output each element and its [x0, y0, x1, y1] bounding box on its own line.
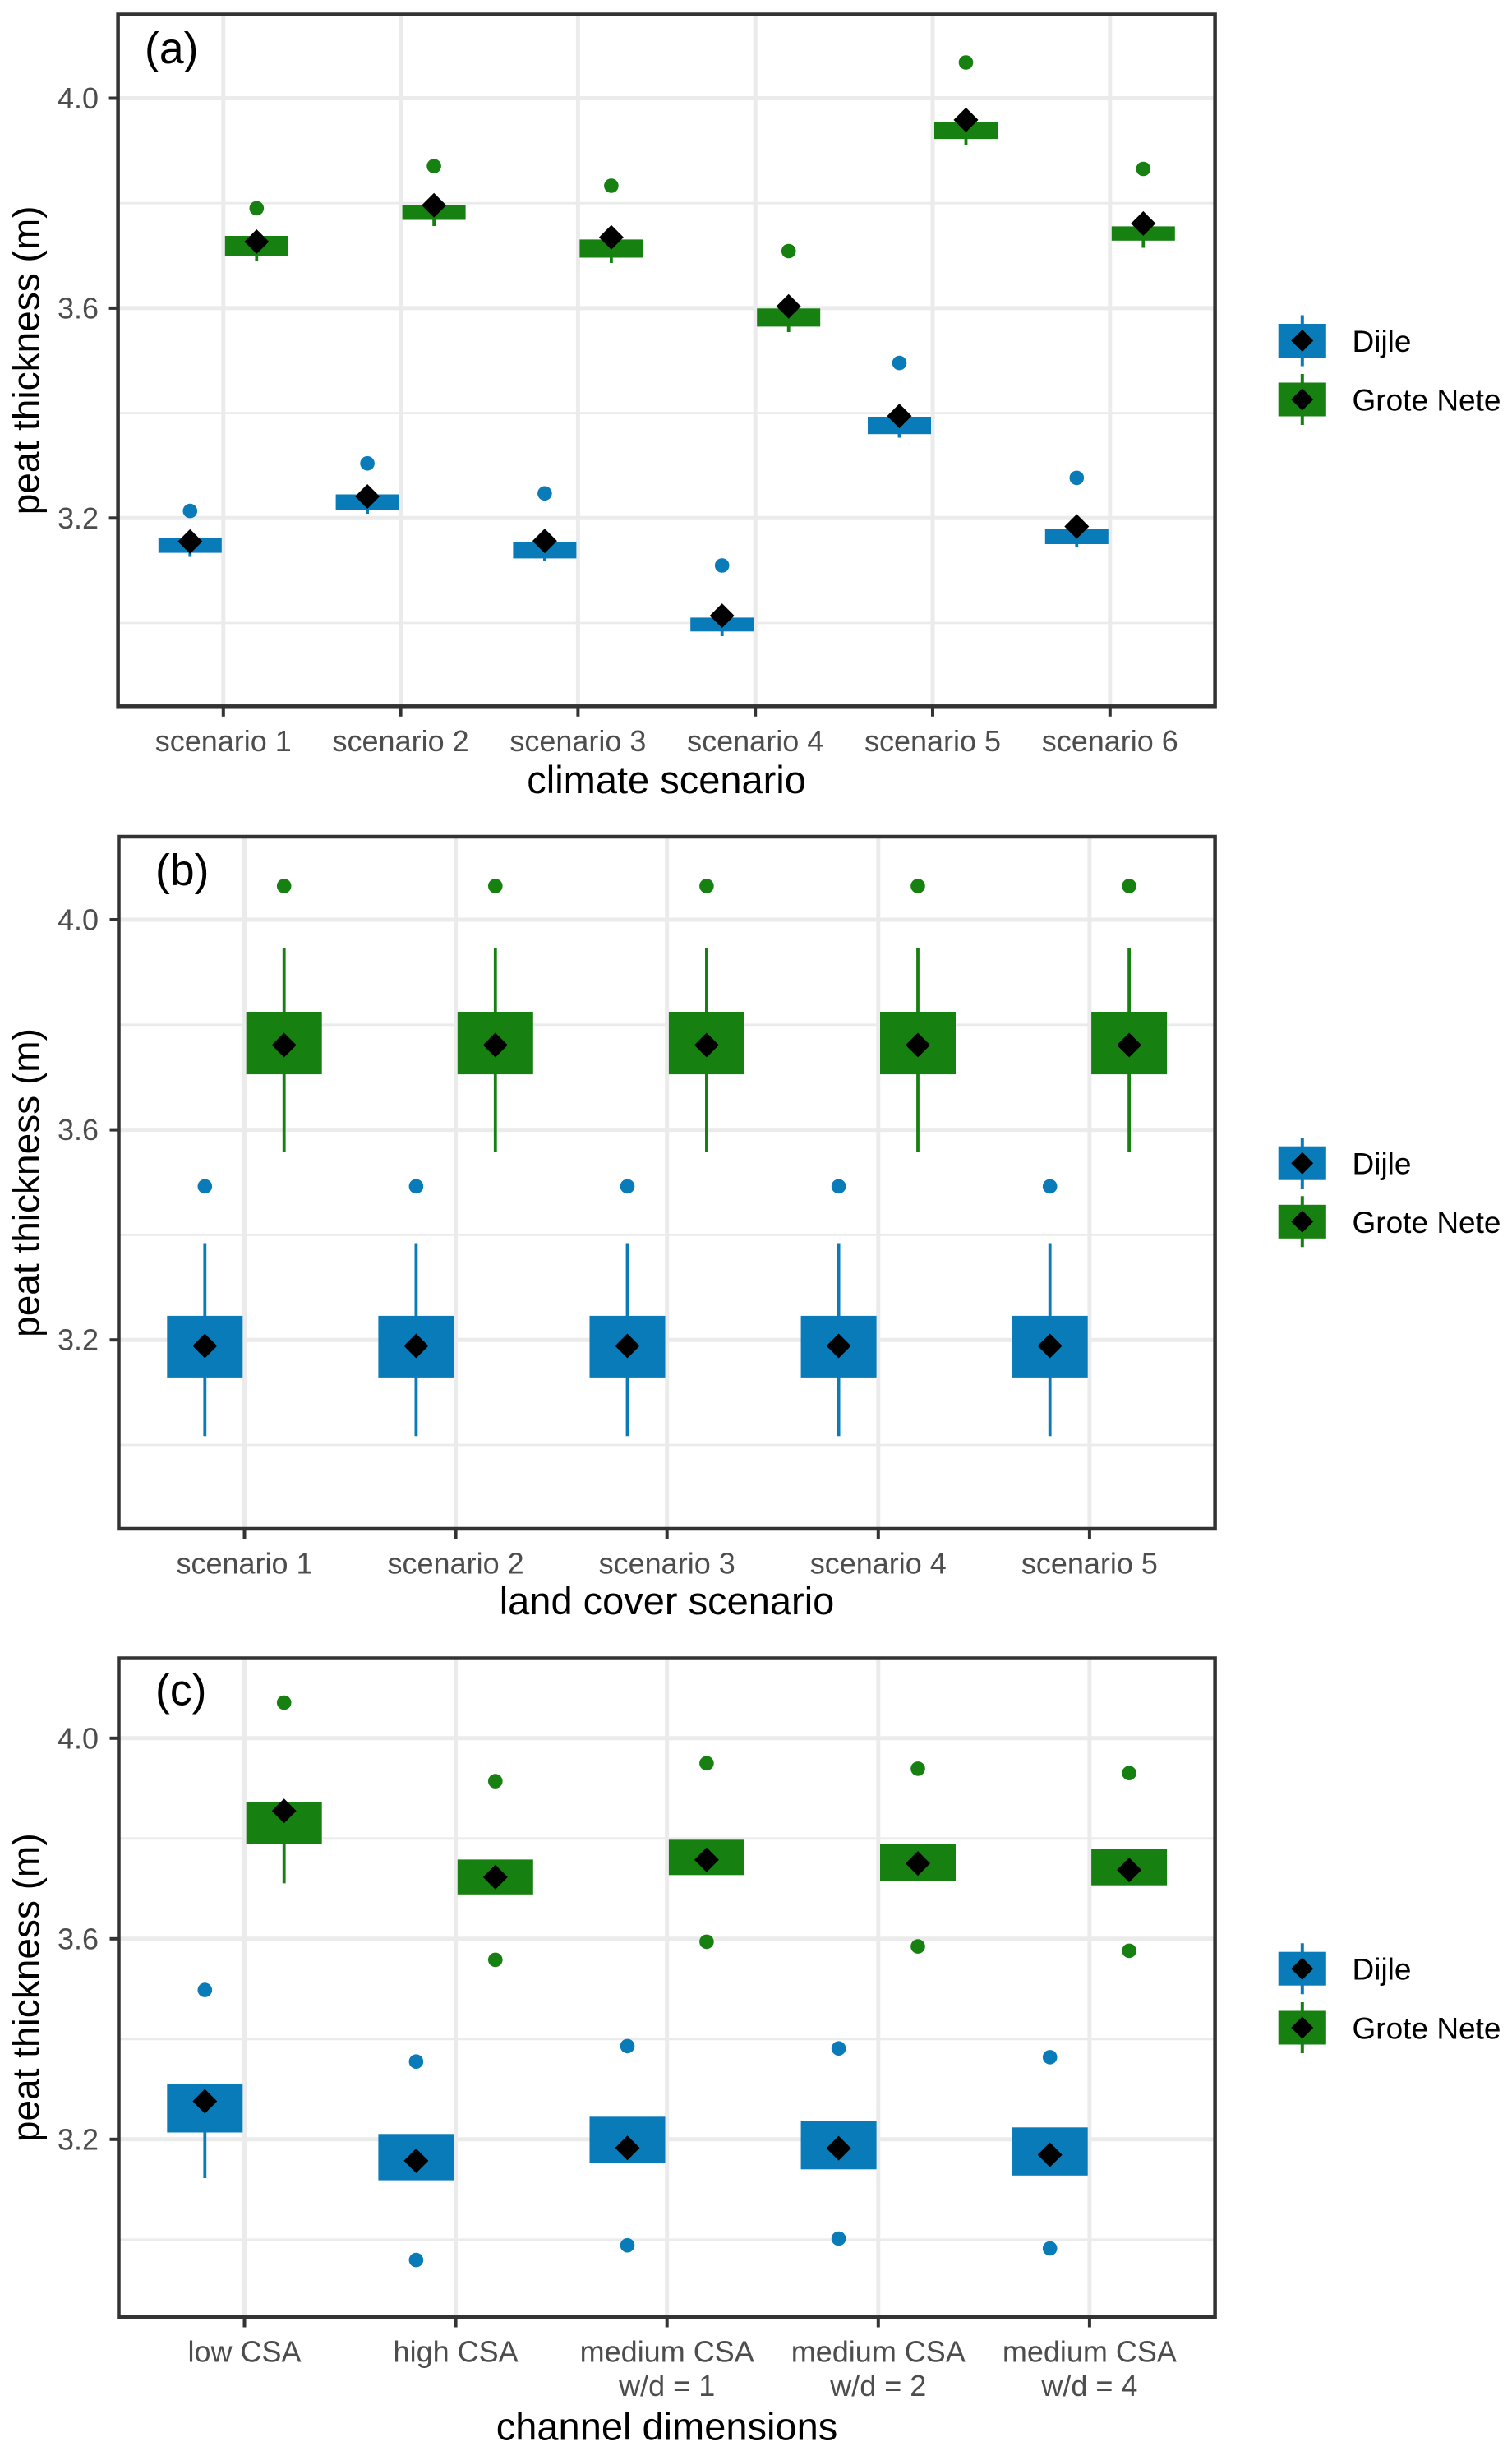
- svg-text:scenario 1: scenario 1: [155, 724, 292, 758]
- svg-text:(b): (b): [155, 847, 209, 895]
- svg-text:peat thickness (m): peat thickness (m): [4, 1833, 47, 2142]
- svg-text:scenario 6: scenario 6: [1042, 724, 1178, 758]
- svg-text:scenario 5: scenario 5: [1021, 1547, 1158, 1581]
- svg-text:medium CSA: medium CSA: [1003, 2335, 1177, 2369]
- svg-text:4.0: 4.0: [58, 903, 99, 937]
- svg-text:Dijle: Dijle: [1353, 1147, 1412, 1181]
- svg-text:4.0: 4.0: [58, 81, 99, 115]
- svg-text:3.6: 3.6: [58, 1113, 99, 1147]
- svg-text:high CSA: high CSA: [394, 2335, 519, 2369]
- svg-text:scenario 3: scenario 3: [509, 724, 646, 758]
- svg-text:scenario 5: scenario 5: [864, 724, 1001, 758]
- svg-text:low CSA: low CSA: [187, 2335, 301, 2369]
- svg-text:4.0: 4.0: [58, 1721, 99, 1755]
- svg-text:scenario 2: scenario 2: [333, 724, 469, 758]
- svg-text:3.2: 3.2: [58, 2122, 99, 2156]
- svg-text:Grote Nete: Grote Nete: [1353, 1206, 1501, 1239]
- svg-text:3.2: 3.2: [58, 1323, 99, 1357]
- svg-text:3.6: 3.6: [58, 291, 99, 325]
- svg-text:Grote Nete: Grote Nete: [1353, 384, 1501, 418]
- svg-text:(a): (a): [145, 25, 198, 73]
- svg-text:Grote Nete: Grote Nete: [1353, 2012, 1501, 2046]
- svg-text:scenario 1: scenario 1: [176, 1547, 312, 1581]
- svg-text:climate scenario: climate scenario: [527, 758, 806, 801]
- svg-text:peat thickness (m): peat thickness (m): [5, 206, 48, 515]
- svg-text:scenario 2: scenario 2: [388, 1547, 524, 1581]
- svg-text:scenario 4: scenario 4: [810, 1547, 947, 1581]
- svg-text:Dijle: Dijle: [1353, 325, 1412, 358]
- svg-text:Dijle: Dijle: [1353, 1953, 1412, 1987]
- svg-text:w/d = 2: w/d = 2: [829, 2369, 926, 2403]
- svg-text:3.2: 3.2: [58, 501, 99, 535]
- svg-text:peat thickness (m): peat thickness (m): [5, 1028, 48, 1337]
- svg-text:channel dimensions: channel dimensions: [496, 2405, 837, 2449]
- svg-text:land cover scenario: land cover scenario: [500, 1579, 835, 1622]
- svg-text:scenario 4: scenario 4: [687, 724, 823, 758]
- svg-text:w/d = 1: w/d = 1: [618, 2369, 715, 2403]
- svg-text:medium CSA: medium CSA: [791, 2335, 966, 2369]
- svg-text:3.6: 3.6: [58, 1922, 99, 1955]
- svg-text:(c): (c): [155, 1667, 206, 1715]
- svg-text:scenario 3: scenario 3: [599, 1547, 735, 1581]
- svg-text:medium CSA: medium CSA: [580, 2335, 754, 2369]
- svg-text:w/d = 4: w/d = 4: [1040, 2369, 1137, 2403]
